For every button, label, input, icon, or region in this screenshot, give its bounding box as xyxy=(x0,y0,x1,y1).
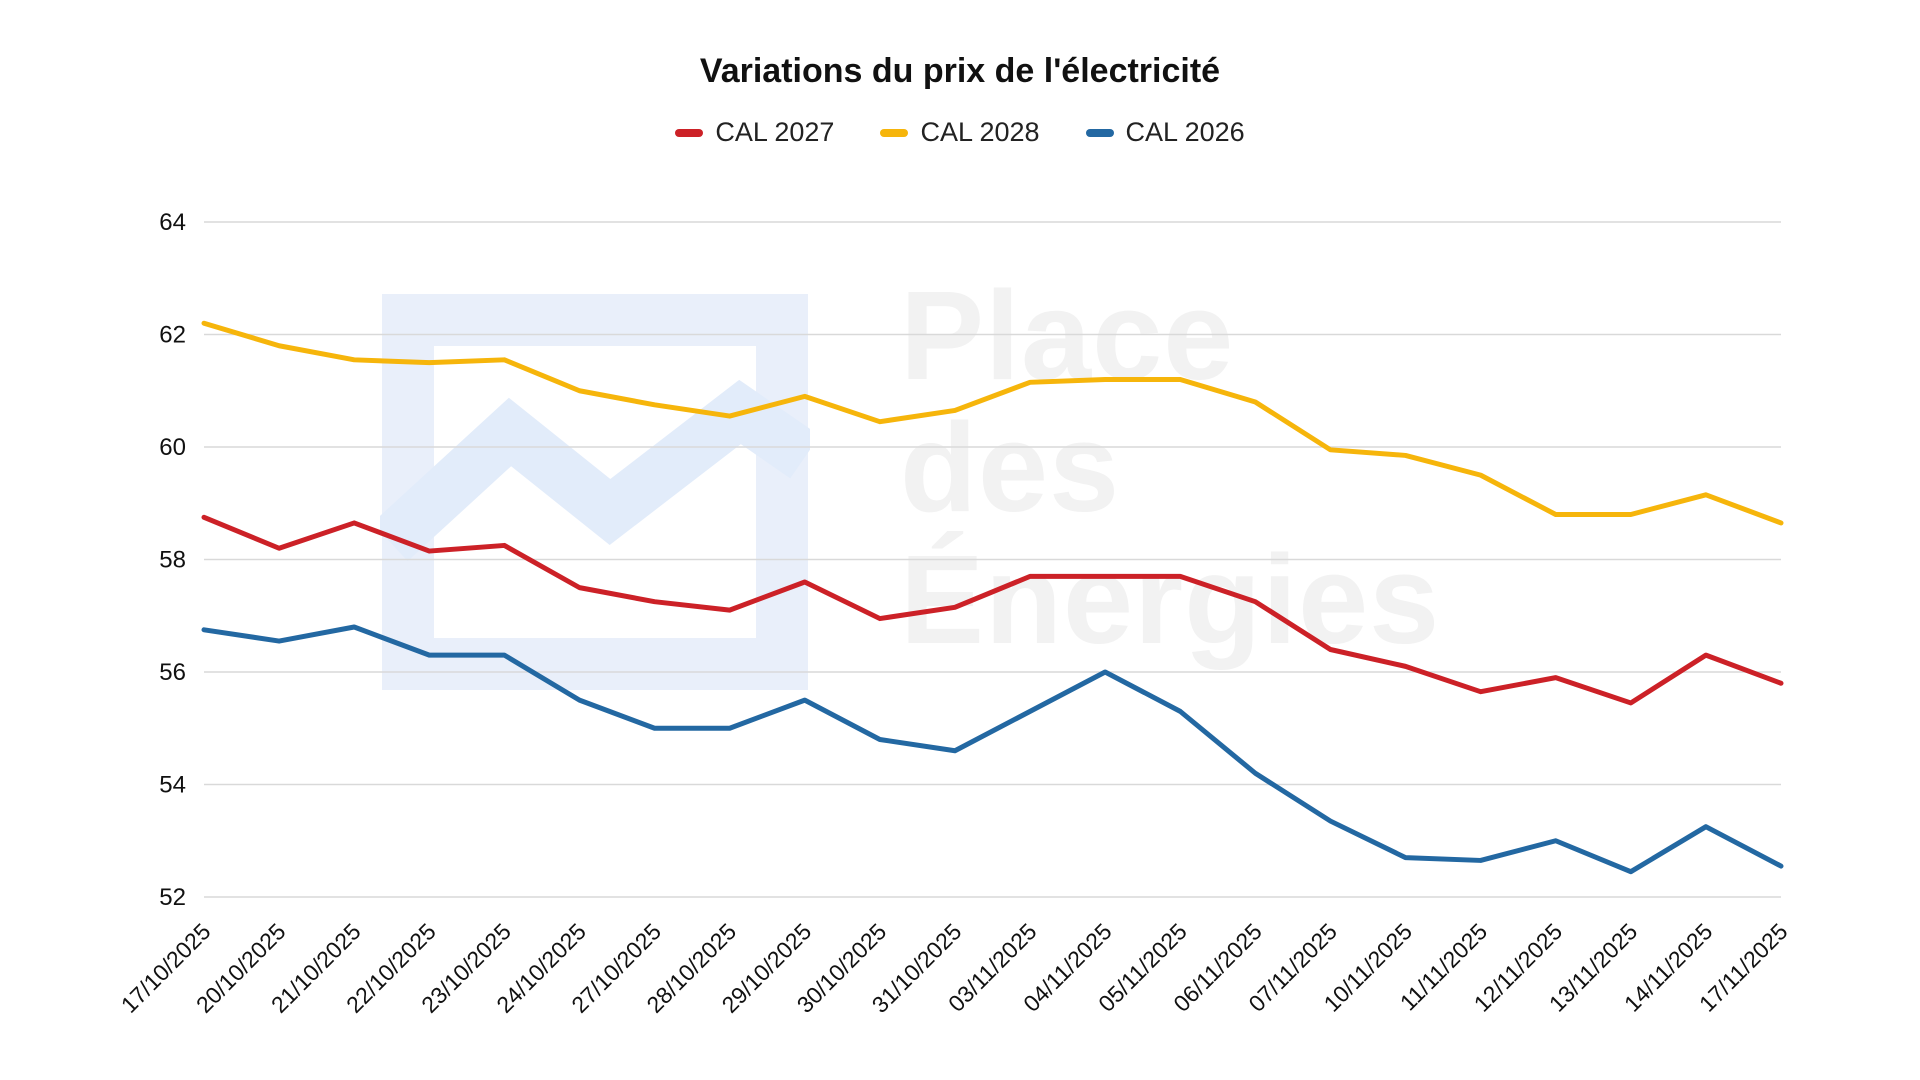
y-axis-tick-label: 58 xyxy=(159,547,186,574)
legend-item-cal-2028: CAL 2028 xyxy=(880,117,1040,148)
series-line-cal-2027 xyxy=(201,514,1784,706)
legend-swatch xyxy=(1085,128,1114,137)
y-axis-tick-label: 64 xyxy=(159,209,186,236)
y-axis-tick-label: 62 xyxy=(159,322,186,349)
legend-label: CAL 2027 xyxy=(715,117,835,147)
chart-header: Variations du prix de l'électricité CAL … xyxy=(0,0,1920,148)
y-axis-tick-label: 56 xyxy=(159,659,186,686)
y-axis-tick-label: 60 xyxy=(159,434,186,461)
legend-item-cal-2027: CAL 2027 xyxy=(675,117,834,148)
chart-legend: CAL 2027 CAL 2028 CAL 2026 xyxy=(0,117,1920,148)
legend-swatch xyxy=(880,128,909,137)
series-line-cal-2026 xyxy=(201,624,1784,875)
legend-label: CAL 2028 xyxy=(920,117,1040,147)
y-axis-tick-label: 52 xyxy=(159,884,186,911)
legend-item-cal-2026: CAL 2026 xyxy=(1085,117,1245,148)
series-line-cal-2028 xyxy=(201,320,1784,526)
chart-title: Variations du prix de l'électricité xyxy=(699,52,1221,90)
legend-swatch xyxy=(675,128,704,137)
y-axis-tick-label: 54 xyxy=(159,772,186,799)
legend-label: CAL 2026 xyxy=(1125,117,1245,147)
